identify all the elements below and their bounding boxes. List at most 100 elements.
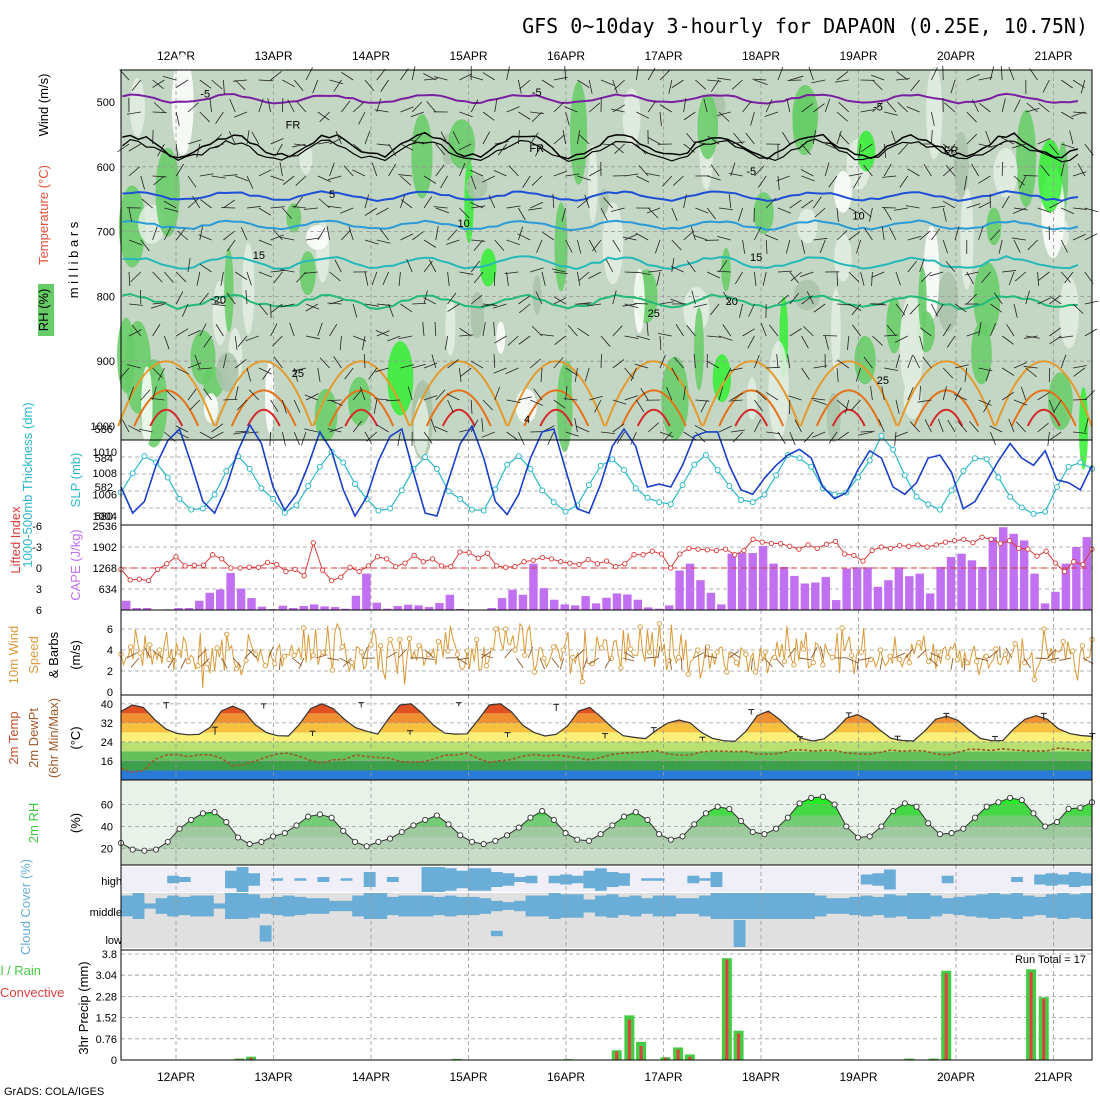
precip-convective-bar [944,973,948,1060]
wind-barb [671,207,678,222]
wind-barb [895,78,910,81]
cloud-high-bar [606,872,619,887]
cloud-high-bar [710,872,723,887]
wind-barb [1060,111,1074,120]
wind-barb [447,229,458,241]
wind-barb [813,237,828,241]
cloud-middle-bar [768,893,781,919]
wind-barb [447,303,460,312]
wind-barb [742,328,755,337]
rh-legend-swatch [38,284,54,336]
wind-barb [686,132,696,145]
wind-barb [634,363,649,369]
lifted-index-marker [805,542,811,548]
rh-contour-patch [753,192,774,234]
wind-speed-marker [320,649,326,655]
date-label-bottom: 21APR [1034,1070,1072,1084]
wind-barb [718,425,732,433]
wind-barb [1013,99,1021,113]
wind-barb [431,354,437,369]
wind-barb [978,76,993,81]
wind-barb [329,79,344,85]
rh2m-marker [527,814,534,821]
grid-lines [175,440,1054,525]
wind-barb [1014,271,1027,282]
wind-barb [600,79,615,86]
wind-barb [542,231,555,241]
wind-barb [1072,233,1086,241]
wind-barb [600,335,611,347]
slp-marker [890,446,897,453]
wind-barb [978,226,984,241]
cape-bar [602,597,611,610]
wind-speed-marker [1031,676,1037,683]
wind-barb [755,389,767,401]
wind-barb [813,303,826,313]
isotherm-label: 15 [253,250,265,262]
slp-marker [293,502,300,509]
wind-barb [312,79,319,94]
precip-convective-bar [627,1019,631,1060]
slp-marker [878,432,885,439]
wind-barb [718,207,733,211]
rh2m-marker [1053,819,1060,826]
wind-speed-marker [474,636,480,643]
wind-barb [470,360,484,369]
wind-barb [376,207,389,216]
wind-speed-marker [983,653,989,659]
date-label-top: 15APR [449,49,487,63]
wind-barb [553,170,568,177]
wind-barb [801,367,810,380]
wind-barb-10m [693,652,705,659]
wind-barb [981,271,991,283]
wind-barb [553,296,566,305]
cloud-high-bar [363,872,376,887]
wind-barb [329,162,335,177]
rh-contour-patch [993,147,1018,198]
rh-contour-patch [833,171,852,213]
wind-barb-10m [386,651,398,659]
wind-speed-marker [916,640,922,646]
cloud-high-bar [433,867,445,892]
wind-barb [152,271,163,283]
wind-barb [730,429,745,433]
cloud-middle-bar [860,895,873,917]
wind-barb [458,143,472,151]
wind-barb [909,303,920,315]
wind-barb [493,322,496,337]
wind-barb [176,431,189,439]
isotherm-label: -5 [532,87,542,99]
cape-bar [915,573,924,610]
wind-barb [251,131,260,145]
wind-barb [634,302,649,305]
wind-barb [814,207,826,218]
wind-speed-marker [377,643,384,649]
wind-barb [985,367,991,382]
wind-barb [203,388,212,401]
lifted-index-marker [200,562,207,568]
precip-convective-bar [639,1046,643,1060]
wind-barb-10m [846,657,858,664]
wind-barb [380,79,389,92]
wind-barb-10m [327,657,340,661]
li-tick-label: 0 [36,563,42,575]
wind-barb [152,323,161,337]
slp-tick-label: 1008 [93,468,117,480]
wind-barb [258,79,273,82]
slp-line [120,434,1093,515]
wind-barb [279,162,283,177]
rh-contour-patch [971,322,992,385]
wind-barb [223,230,235,241]
wind-barb [411,231,424,241]
cape-bar [623,594,632,610]
wind-barb [789,328,802,337]
wind-barb [836,271,839,287]
wind-barb [518,396,533,401]
slp-marker [691,461,698,468]
wind-barb [630,367,637,382]
wind-barb [836,111,848,122]
wind-barb [978,322,982,337]
wind-barb [459,73,473,81]
wind-barb [440,131,448,145]
wind-speed-marker [906,659,912,666]
